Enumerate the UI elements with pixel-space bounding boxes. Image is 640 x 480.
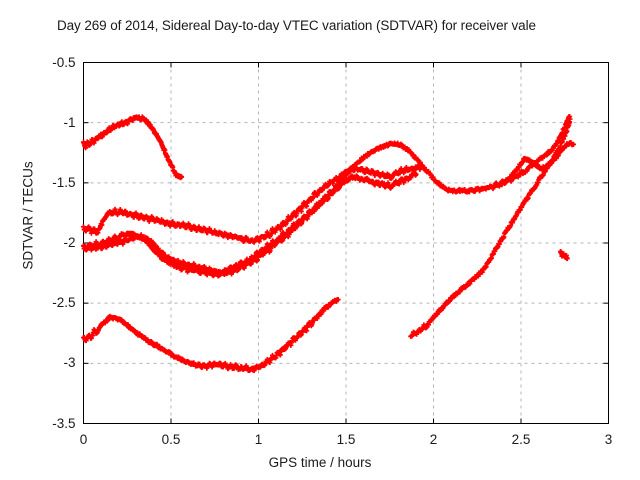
y-tick-label: -2.5	[52, 295, 76, 311]
gridlines	[83, 62, 609, 424]
x-tick-label: 3	[604, 431, 613, 447]
y-tick-label: -1	[63, 114, 76, 130]
x-axis-title: GPS time / hours	[268, 455, 372, 470]
x-tick-label: 0	[79, 431, 88, 447]
y-axis-title: SDTVAR / TECUs	[20, 161, 36, 270]
x-tick-label: 1.5	[336, 431, 356, 447]
x-tick-label: 2.5	[511, 431, 531, 447]
y-tick-label: -0.5	[52, 54, 76, 70]
y-tick-label: -1.5	[52, 174, 76, 190]
data-point-markers	[81, 114, 576, 374]
x-tick-label: 0.5	[161, 431, 181, 447]
y-tick-label: -2	[63, 235, 76, 250]
x-tick-label: 1	[254, 431, 263, 447]
plot-frame	[83, 62, 609, 424]
y-tick-label: -3	[63, 355, 76, 371]
chart-title: Day 269 of 2014, Sidereal Day-to-day VTE…	[57, 18, 536, 33]
x-tick-label: 2	[429, 431, 438, 447]
y-tick-label: -3.5	[52, 415, 76, 431]
